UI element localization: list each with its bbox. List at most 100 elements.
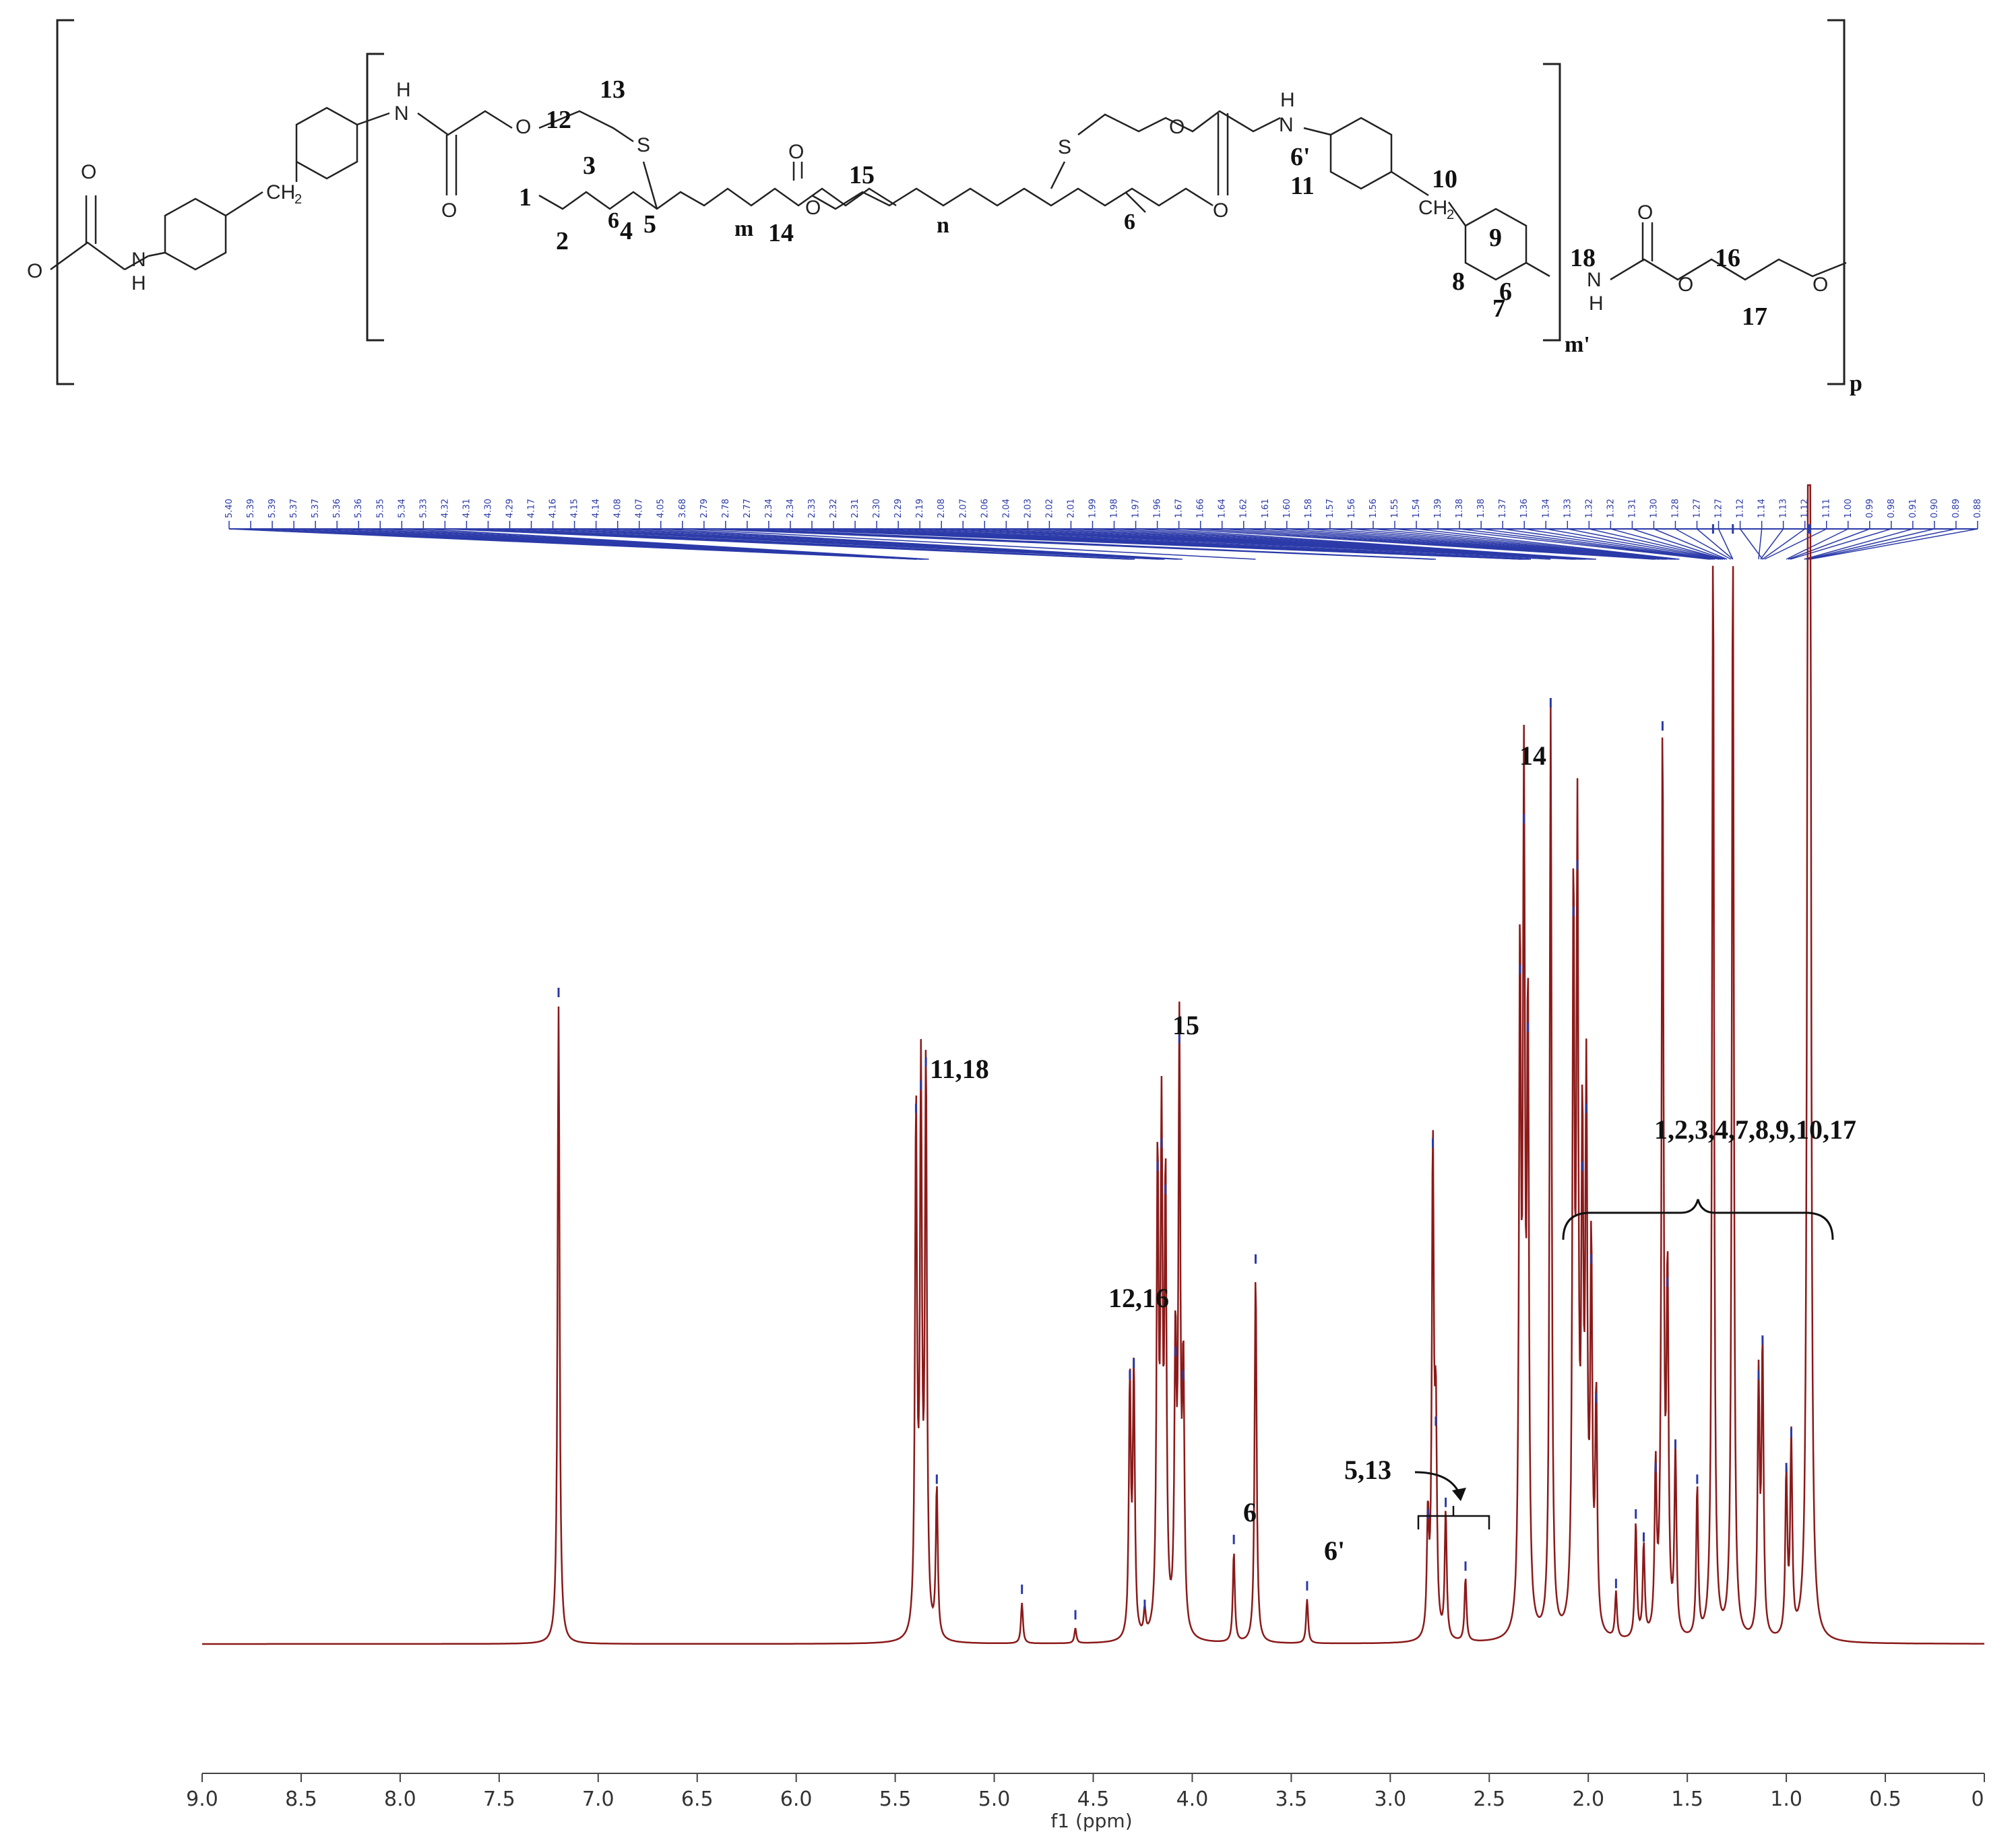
atom-o-carbonyl-2: O — [1213, 199, 1228, 222]
peak-list-label-20: 4.05 — [656, 499, 666, 518]
atom-o-ester-2: O — [805, 197, 821, 219]
atom-ch2-right-sub: 2 — [1447, 208, 1454, 222]
x-tick-label-3: 7.5 — [483, 1788, 515, 1811]
peak-list-label-77: 0.98 — [1887, 499, 1897, 518]
carbon-label-13: 13 — [600, 75, 625, 104]
chemical-structure: O N H O CH 2 N H O O S O O S O O N H CH … — [27, 19, 1862, 396]
peak-list-fan-53 — [1373, 528, 1676, 560]
x-tick-label-18: 0 — [1971, 1788, 1984, 1811]
peak-list-label-81: 0.88 — [1973, 499, 1983, 518]
peak-list-label-43: 1.96 — [1153, 499, 1163, 518]
peak-list-label-52: 1.56 — [1347, 499, 1357, 518]
peak-list-label-3: 5.37 — [289, 499, 299, 518]
carbon-label-18: 18 — [1570, 244, 1596, 272]
atom-o-ester-3: O — [1169, 116, 1185, 138]
oleyl-chain-1 — [538, 161, 897, 210]
peak-list-label-56: 1.39 — [1433, 499, 1443, 518]
cyclohexane-ring-a — [164, 197, 227, 271]
peak-list-label-72: 1.13 — [1779, 499, 1789, 518]
peak-list-label-24: 2.77 — [743, 499, 753, 518]
ester-1-bonds — [792, 162, 1214, 210]
peak-list-fan-74 — [1764, 528, 1827, 560]
carbon-label-9: 9 — [1489, 224, 1502, 252]
carbon-label-10: 10 — [1432, 165, 1457, 193]
x-tick-label-7: 5.5 — [879, 1788, 912, 1811]
x-tick-label-4: 7.0 — [582, 1788, 615, 1811]
x-ticks: 9.0 8.5 8.0 7.5 7.0 6.5 6.0 5.5 5.0 4.5 4.0 3.5 3.0 2… — [186, 1773, 1985, 1811]
peak-list-label-46: 1.64 — [1218, 499, 1228, 518]
peak-list-fan-71 — [1758, 528, 1763, 560]
peak-list-label-36: 2.04 — [1001, 499, 1011, 518]
peak-list-fan-54 — [1394, 528, 1678, 560]
carbon-label-5: 5 — [643, 210, 656, 239]
peak-list-label-60: 1.36 — [1519, 499, 1530, 518]
atom-o-ester-1: O — [515, 116, 531, 138]
peak-list-label-32: 2.19 — [915, 499, 925, 518]
x-tick-label-1: 8.5 — [285, 1788, 317, 1811]
peak-list-label-69: 1.27 — [1714, 499, 1724, 518]
ring-a-links — [148, 191, 263, 257]
carbon-label-8: 8 — [1452, 267, 1465, 296]
repeat-n: n — [937, 213, 949, 238]
atom-s1: S — [637, 134, 650, 156]
peak-list-label-14: 4.17 — [527, 499, 537, 518]
peak-list-label-51: 1.57 — [1325, 499, 1335, 518]
x-tick-label-9: 4.5 — [1077, 1788, 1110, 1811]
x-tick-label-12: 3.0 — [1374, 1788, 1406, 1811]
peak-list-label-30: 2.30 — [872, 499, 882, 518]
peak-list-fan-20 — [660, 528, 1183, 560]
repeat-six-b: 6 — [1124, 210, 1135, 234]
peak-list-fan-64 — [1610, 528, 1724, 560]
x-tick-label-11: 3.5 — [1275, 1788, 1308, 1811]
atom-ch2-left-sub: 2 — [294, 192, 302, 207]
peak-label-14: 14 — [1519, 740, 1546, 771]
bracket-5-13 — [1417, 1506, 1490, 1529]
peak-list-label-50: 1.58 — [1304, 499, 1314, 518]
cyclohexane-ring-c — [1329, 117, 1393, 190]
spectrum-line — [202, 484, 1984, 1645]
carbon-label-3: 3 — [583, 152, 596, 180]
peak-list-label-11: 4.31 — [462, 499, 472, 518]
peak-label-12-16: 12,16 — [1108, 1283, 1169, 1313]
peak-list-label-48: 1.61 — [1261, 499, 1271, 518]
peak-list-label-1: 5.39 — [246, 499, 256, 518]
peak-list-label-65: 1.31 — [1627, 499, 1637, 518]
peak-list-label-22: 2.79 — [699, 499, 710, 518]
peak-list-fan-75 — [1786, 528, 1849, 560]
peak-list-label-71: 1.14 — [1757, 499, 1767, 518]
atom-o-carbonyl-3: O — [1637, 201, 1653, 224]
peak-list-label-40: 1.99 — [1088, 499, 1098, 518]
x-tick-label-5: 6.5 — [681, 1788, 714, 1811]
peak-list-label-15: 4.16 — [548, 499, 559, 518]
repeat-m: m — [734, 216, 753, 241]
peak-list-label-4: 5.37 — [311, 499, 321, 518]
peak-list-fan-69 — [1718, 528, 1734, 560]
atom-n2: N — [1279, 114, 1294, 136]
peak-list-label-61: 1.34 — [1541, 499, 1551, 518]
peak-list-fan-62 — [1567, 528, 1722, 560]
peak-list-fan-60 — [1524, 528, 1715, 560]
repeat-m-prime: m' — [1565, 332, 1590, 357]
peak-list-label-35: 2.06 — [980, 499, 990, 518]
x-tick-label-6: 6.0 — [780, 1788, 813, 1811]
carbon-label-7: 7 — [1492, 294, 1505, 323]
carbon-label-4: 4 — [620, 217, 633, 245]
peak-list-fan-76 — [1788, 528, 1870, 560]
peak-list-fan-31 — [898, 528, 1532, 560]
carbon-label-6: 6 — [1499, 278, 1512, 306]
atom-n3: N — [1587, 269, 1602, 291]
x-tick-label-14: 2.0 — [1572, 1788, 1604, 1811]
peak-label-group: 1,2,3,4,7,8,9,10,17 — [1654, 1114, 1856, 1145]
carbon-label-14: 14 — [768, 219, 794, 247]
peak-list-fan-79 — [1806, 528, 1935, 560]
peak-list-label-17: 4.14 — [592, 499, 602, 518]
carbon-label-15: 15 — [849, 161, 875, 189]
peak-list-label-58: 1.38 — [1476, 499, 1486, 518]
peak-list-label-21: 3.68 — [678, 499, 688, 518]
peak-list-label-12: 4.30 — [483, 499, 493, 518]
outer-bracket-left — [56, 19, 74, 385]
peak-list-fan-56 — [1437, 528, 1709, 560]
peak-list-label-41: 1.98 — [1110, 499, 1120, 518]
urethane-3-bonds — [1610, 222, 1847, 281]
brace-group — [1562, 1199, 1834, 1240]
